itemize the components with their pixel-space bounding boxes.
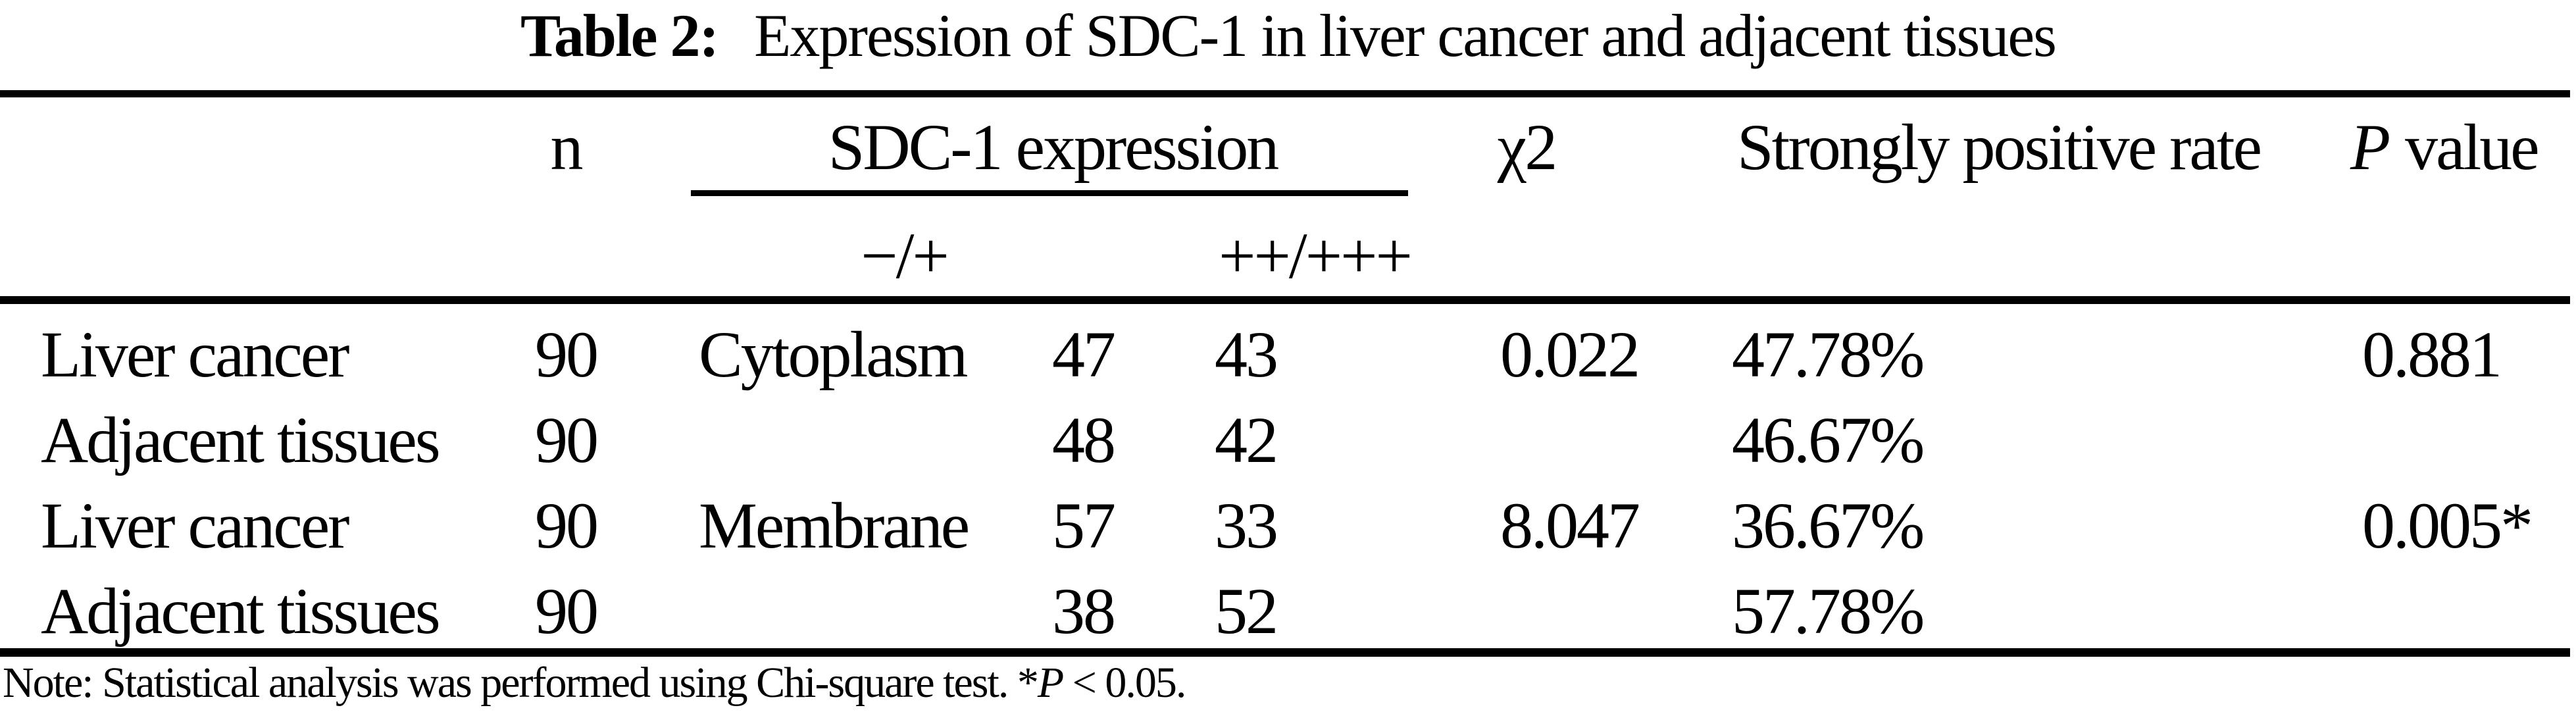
cell-group: Adjacent tissues — [41, 403, 441, 476]
cell-high-count: 52 — [1215, 574, 1278, 648]
cell-low-count: 48 — [1052, 403, 1116, 476]
table-row: Liver cancer 90 Membrane 57 33 8.047 36.… — [0, 493, 2576, 559]
table-row: Liver cancer 90 Cytoplasm 47 43 0.022 47… — [0, 322, 2576, 388]
table-number-label: Table 2: — [520, 2, 719, 69]
cell-chi-square: 0.022 — [1500, 318, 1640, 391]
col-subheader-neg-pos: −/+ — [861, 219, 949, 292]
footnote-italic-p: P — [1037, 659, 1064, 707]
cell-low-count: 38 — [1052, 574, 1116, 648]
col-header-sdc1-expression: SDC-1 expression — [828, 111, 1280, 184]
header-row: n SDC-1 expression χ2 Strongly positive … — [0, 115, 2576, 180]
cell-p-value: 0.005* — [2362, 489, 2533, 562]
cell-low-count: 57 — [1052, 489, 1116, 562]
col-header-n: n — [550, 111, 584, 184]
cell-low-count: 47 — [1052, 318, 1116, 391]
table-row: Adjacent tissues 90 38 52 57.78% — [0, 578, 2576, 644]
cell-p-value: 0.881 — [2362, 318, 2502, 391]
top-rule — [0, 90, 2570, 97]
cell-location: Cytoplasm — [699, 318, 968, 391]
sdc1-spanner-rule — [691, 190, 1408, 196]
cell-high-count: 42 — [1215, 403, 1278, 476]
col-header-strongly-positive-rate: Strongly positive rate — [1737, 111, 2262, 184]
cell-group: Liver cancer — [41, 489, 349, 562]
footnote-threshold: < 0.05. — [1063, 659, 1187, 707]
table-row: Adjacent tissues 90 48 42 46.67% — [0, 407, 2576, 473]
cell-strongly-positive-rate: 36.67% — [1732, 489, 1925, 562]
bottom-rule — [0, 648, 2570, 657]
p-value-word: value — [2405, 111, 2540, 184]
cell-location: Membrane — [699, 489, 970, 562]
col-subheader-strong-pos: ++/+++ — [1219, 219, 1413, 292]
footnote-text: Note: Statistical analysis was performed… — [3, 659, 1039, 707]
cell-n: 90 — [535, 318, 599, 391]
cell-n: 90 — [535, 574, 599, 648]
cell-high-count: 43 — [1215, 318, 1278, 391]
cell-high-count: 33 — [1215, 489, 1278, 562]
col-header-chi-square: χ2 — [1497, 111, 1557, 184]
cell-group: Adjacent tissues — [41, 574, 441, 648]
header-rule — [0, 296, 2570, 304]
p-value-italic-p: P — [2350, 111, 2390, 184]
table-title: Table 2: Expression of SDC-1 in liver can… — [0, 4, 2576, 67]
cell-strongly-positive-rate: 46.67% — [1732, 403, 1925, 476]
subheader-row: −/+ ++/+++ — [0, 223, 2576, 289]
table-footnote: Note: Statistical analysis was performed… — [3, 659, 1187, 707]
cell-strongly-positive-rate: 47.78% — [1732, 318, 1925, 391]
cell-n: 90 — [535, 403, 599, 476]
cell-n: 90 — [535, 489, 599, 562]
cell-chi-square: 8.047 — [1500, 489, 1640, 562]
cell-group: Liver cancer — [41, 318, 349, 391]
cell-strongly-positive-rate: 57.78% — [1732, 574, 1925, 648]
table-caption: Expression of SDC-1 in liver cancer and … — [754, 2, 2057, 69]
